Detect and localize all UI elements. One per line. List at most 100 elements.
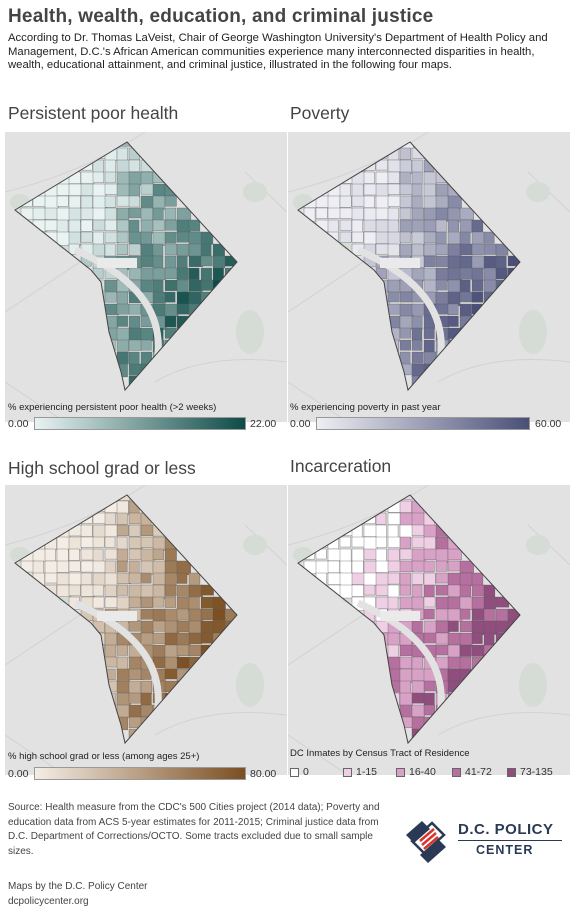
census-tract	[363, 572, 377, 586]
census-tract	[423, 279, 438, 294]
census-tract	[435, 267, 450, 282]
census-tract	[351, 159, 366, 172]
census-tract	[399, 584, 411, 596]
map-poverty[interactable]	[288, 132, 570, 422]
census-tract	[435, 195, 450, 209]
census-tract	[128, 351, 140, 366]
census-tract	[483, 231, 495, 244]
legend-title-education: % high school grad or less (among ages 2…	[8, 751, 200, 762]
census-tract	[507, 620, 520, 635]
census-tract	[471, 291, 484, 303]
census-tract	[399, 692, 413, 706]
census-tract	[176, 267, 189, 280]
census-tract	[471, 632, 483, 644]
census-tract	[399, 656, 412, 669]
dc-policy-center-logo[interactable]: D.C. POLICY CENTER	[400, 815, 565, 865]
census-tract	[411, 207, 424, 220]
census-tract	[375, 500, 390, 512]
census-tract	[164, 243, 177, 256]
census-tract	[128, 207, 142, 219]
census-tract	[411, 171, 423, 185]
census-tract	[387, 303, 403, 315]
census-tract	[423, 560, 435, 573]
census-tract	[80, 195, 93, 209]
education-choropleth	[5, 485, 287, 775]
census-tract	[188, 255, 204, 267]
census-tract	[176, 327, 188, 339]
census-tract	[423, 327, 435, 339]
census-tract	[339, 560, 352, 574]
census-tract	[164, 195, 177, 207]
census-tract	[116, 524, 129, 537]
census-tract	[423, 596, 436, 608]
national-mall	[380, 258, 420, 268]
census-tract	[387, 291, 400, 303]
census-tract	[399, 596, 414, 609]
census-tract	[92, 596, 105, 609]
census-tract	[176, 560, 191, 575]
census-tract	[68, 183, 83, 196]
census-tract	[176, 608, 189, 621]
census-tract	[411, 375, 424, 389]
census-tract	[104, 644, 117, 660]
census-tract	[459, 243, 473, 256]
census-tract	[459, 608, 471, 620]
census-tract	[375, 548, 387, 562]
census-tract	[483, 267, 496, 282]
census-tract	[92, 243, 105, 258]
poverty-choropleth	[288, 132, 570, 422]
census-tract	[351, 195, 366, 207]
census-tract	[495, 620, 510, 633]
census-tract	[363, 231, 377, 245]
census-tract	[92, 147, 107, 159]
street-lines	[5, 485, 287, 775]
census-tract	[351, 560, 364, 574]
census-tract	[471, 572, 484, 587]
census-tract	[104, 536, 116, 548]
census-tract	[435, 291, 449, 305]
census-tract	[116, 171, 131, 186]
census-tract	[140, 279, 153, 293]
source-note: Source: Health measure from the CDC's 50…	[8, 802, 380, 857]
census-tract	[164, 608, 179, 622]
census-tract	[471, 584, 485, 597]
dc-boundary	[297, 494, 521, 745]
census-tract	[188, 219, 201, 232]
map-education[interactable]	[5, 485, 287, 775]
census-tract	[92, 572, 106, 587]
census-tract	[351, 536, 367, 548]
census-tract	[116, 142, 131, 147]
census-tract	[459, 584, 471, 599]
census-tract	[128, 303, 141, 315]
park-area	[243, 535, 267, 555]
census-tract	[92, 560, 107, 573]
census-tract	[399, 524, 413, 539]
census-tract	[387, 219, 399, 233]
map-incarceration[interactable]	[288, 485, 570, 775]
census-tract	[435, 596, 450, 611]
census-tract	[176, 291, 190, 306]
census-tract	[423, 267, 438, 281]
census-tract	[435, 231, 447, 246]
census-tract	[128, 339, 142, 351]
census-tract	[44, 207, 59, 220]
census-tract	[176, 644, 190, 656]
census-tract	[387, 560, 402, 572]
census-tract	[104, 524, 118, 538]
census-tract	[387, 279, 400, 293]
census-tract	[387, 231, 401, 246]
census-tract	[56, 548, 69, 562]
map-health[interactable]	[5, 132, 287, 422]
census-tract	[128, 692, 141, 704]
census-tract	[212, 596, 226, 610]
census-tract	[128, 656, 142, 670]
census-tract	[459, 231, 471, 245]
website-link[interactable]: dcpolicycenter.org	[8, 896, 89, 907]
census-tract	[32, 560, 44, 575]
incarceration-choropleth	[288, 485, 570, 775]
census-tract	[375, 620, 389, 633]
census-tract	[140, 536, 155, 548]
census-tract	[128, 171, 143, 185]
census-tract	[363, 195, 375, 209]
census-tract	[447, 668, 462, 683]
